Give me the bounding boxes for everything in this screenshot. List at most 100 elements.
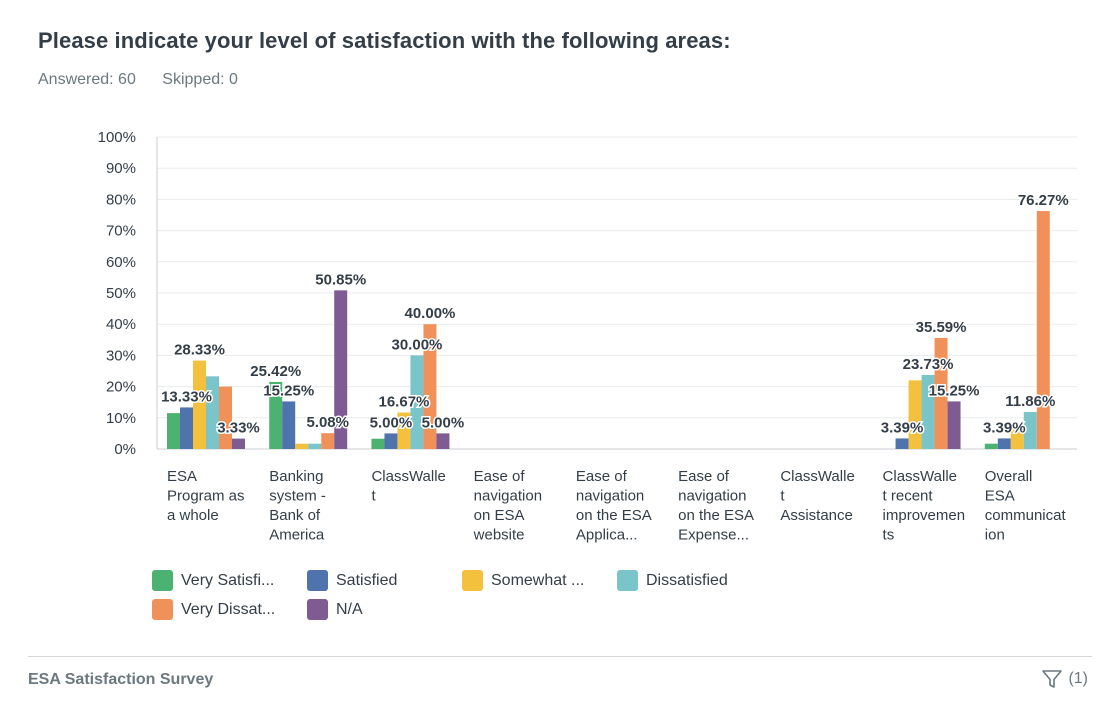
data-label: 5.00%	[422, 414, 465, 431]
bar	[321, 433, 335, 449]
bar	[384, 433, 398, 449]
answered-count: Answered: 60	[38, 71, 136, 88]
bar	[1023, 411, 1037, 449]
legend-label: Satisfied	[336, 571, 398, 589]
x-category-label: America	[269, 527, 325, 544]
x-category-label: ts	[883, 527, 895, 544]
data-label: 50.85%	[315, 271, 366, 288]
bar	[947, 401, 961, 449]
x-category-label: Program as	[167, 488, 245, 505]
legend-item[interactable]: Satisfied	[307, 570, 462, 591]
footer-divider	[28, 656, 1092, 657]
legend-swatch	[152, 599, 173, 620]
data-label: 30.00%	[392, 336, 443, 353]
data-label: 5.08%	[306, 414, 349, 431]
bar	[908, 380, 922, 449]
bar	[934, 337, 948, 449]
x-category-label: a whole	[167, 507, 219, 524]
bar-chart: 0% 10% 20% 30% 40% 50% 60% 70% 80% 90% 100% ESA Prog…	[98, 129, 1077, 544]
x-category-label: system -	[269, 488, 326, 505]
x-category-label: navigation	[474, 488, 542, 505]
bar	[397, 412, 411, 449]
bar	[1036, 211, 1050, 449]
bar	[1010, 427, 1024, 449]
bar	[371, 438, 385, 449]
filter-count: (1)	[1068, 670, 1088, 687]
bar	[167, 413, 180, 449]
data-label: 28.33%	[174, 342, 225, 359]
data-label: 76.27%	[1018, 192, 1069, 209]
y-tick-label: 100%	[98, 129, 136, 146]
x-category-label: Bank of	[269, 507, 321, 524]
y-tick-label: 10%	[106, 410, 136, 427]
x-category-label: navigation	[576, 488, 644, 505]
legend-item[interactable]: Dissatisfied	[617, 570, 772, 591]
x-category-label: Applica...	[576, 527, 638, 544]
x-category-label: on ESA	[474, 507, 525, 524]
bar	[921, 374, 935, 449]
x-category-label: t recent	[883, 488, 934, 505]
bar	[410, 355, 424, 449]
data-label: 15.25%	[263, 382, 314, 399]
y-tick-label: 30%	[106, 347, 136, 364]
legend-label: Dissatisfied	[646, 571, 728, 589]
y-tick-label: 40%	[106, 316, 136, 333]
bar	[436, 433, 450, 449]
filter-button[interactable]: (1)	[1041, 668, 1088, 690]
data-label: 40.00%	[405, 305, 456, 322]
legend-item[interactable]: Somewhat ...	[462, 570, 617, 591]
bar	[206, 376, 219, 449]
data-label: 3.39%	[983, 419, 1026, 436]
x-category-label: navigation	[678, 488, 746, 505]
bar	[180, 407, 193, 449]
x-category-label: Ease of	[576, 468, 628, 485]
x-category-label: on the ESA	[678, 507, 754, 524]
skipped-count: Skipped: 0	[162, 71, 238, 88]
legend-label: Very Dissat...	[181, 600, 276, 618]
y-tick-label: 80%	[106, 191, 136, 208]
x-category-label: t	[371, 488, 376, 505]
x-category-label: on the ESA	[576, 507, 652, 524]
bar	[232, 438, 245, 449]
legend-swatch	[307, 599, 328, 620]
legend-label: Somewhat ...	[491, 571, 585, 589]
x-category-label: Ease of	[678, 468, 730, 485]
y-tick-label: 60%	[106, 254, 136, 271]
bar	[308, 443, 322, 449]
x-category-label: ClassWalle	[780, 468, 854, 485]
legend-item[interactable]: N/A	[307, 599, 462, 620]
legend-item[interactable]: Very Satisfi...	[152, 570, 307, 591]
data-label: 5.00%	[370, 414, 413, 431]
legend-swatch	[152, 570, 173, 591]
response-stats: Answered: 60 Skipped: 0	[38, 71, 260, 89]
survey-name: ESA Satisfaction Survey	[28, 671, 214, 688]
x-category-label: website	[473, 527, 525, 544]
legend-swatch	[307, 570, 328, 591]
y-tick-label: 50%	[106, 285, 136, 302]
data-label: 16.67%	[379, 393, 430, 410]
x-category-label: ESA	[167, 468, 197, 485]
x-category-label: Assistance	[780, 507, 853, 524]
data-label: 3.39%	[881, 419, 924, 436]
bar	[984, 443, 998, 449]
page-title: Please indicate your level of satisfacti…	[38, 28, 731, 53]
x-category-label: ClassWalle	[883, 468, 957, 485]
legend-swatch	[617, 570, 638, 591]
data-label: 15.25%	[929, 382, 980, 399]
bar	[334, 290, 348, 449]
legend-label: N/A	[336, 600, 363, 618]
x-category-label: Banking	[269, 468, 323, 485]
data-label: 11.86%	[1005, 393, 1055, 410]
bar	[423, 324, 437, 449]
legend-item[interactable]: Very Dissat...	[152, 599, 307, 620]
data-label: 3.33%	[217, 420, 260, 437]
x-category-label: Overall	[985, 468, 1033, 485]
filter-icon	[1042, 670, 1063, 688]
x-category-label: Expense...	[678, 527, 749, 544]
x-category-label: ClassWalle	[371, 468, 445, 485]
x-category-label: improvemen	[883, 507, 966, 524]
x-category-label: t	[780, 488, 785, 505]
bar	[997, 438, 1011, 449]
y-tick-label: 70%	[106, 223, 136, 240]
y-tick-label: 20%	[106, 379, 136, 396]
